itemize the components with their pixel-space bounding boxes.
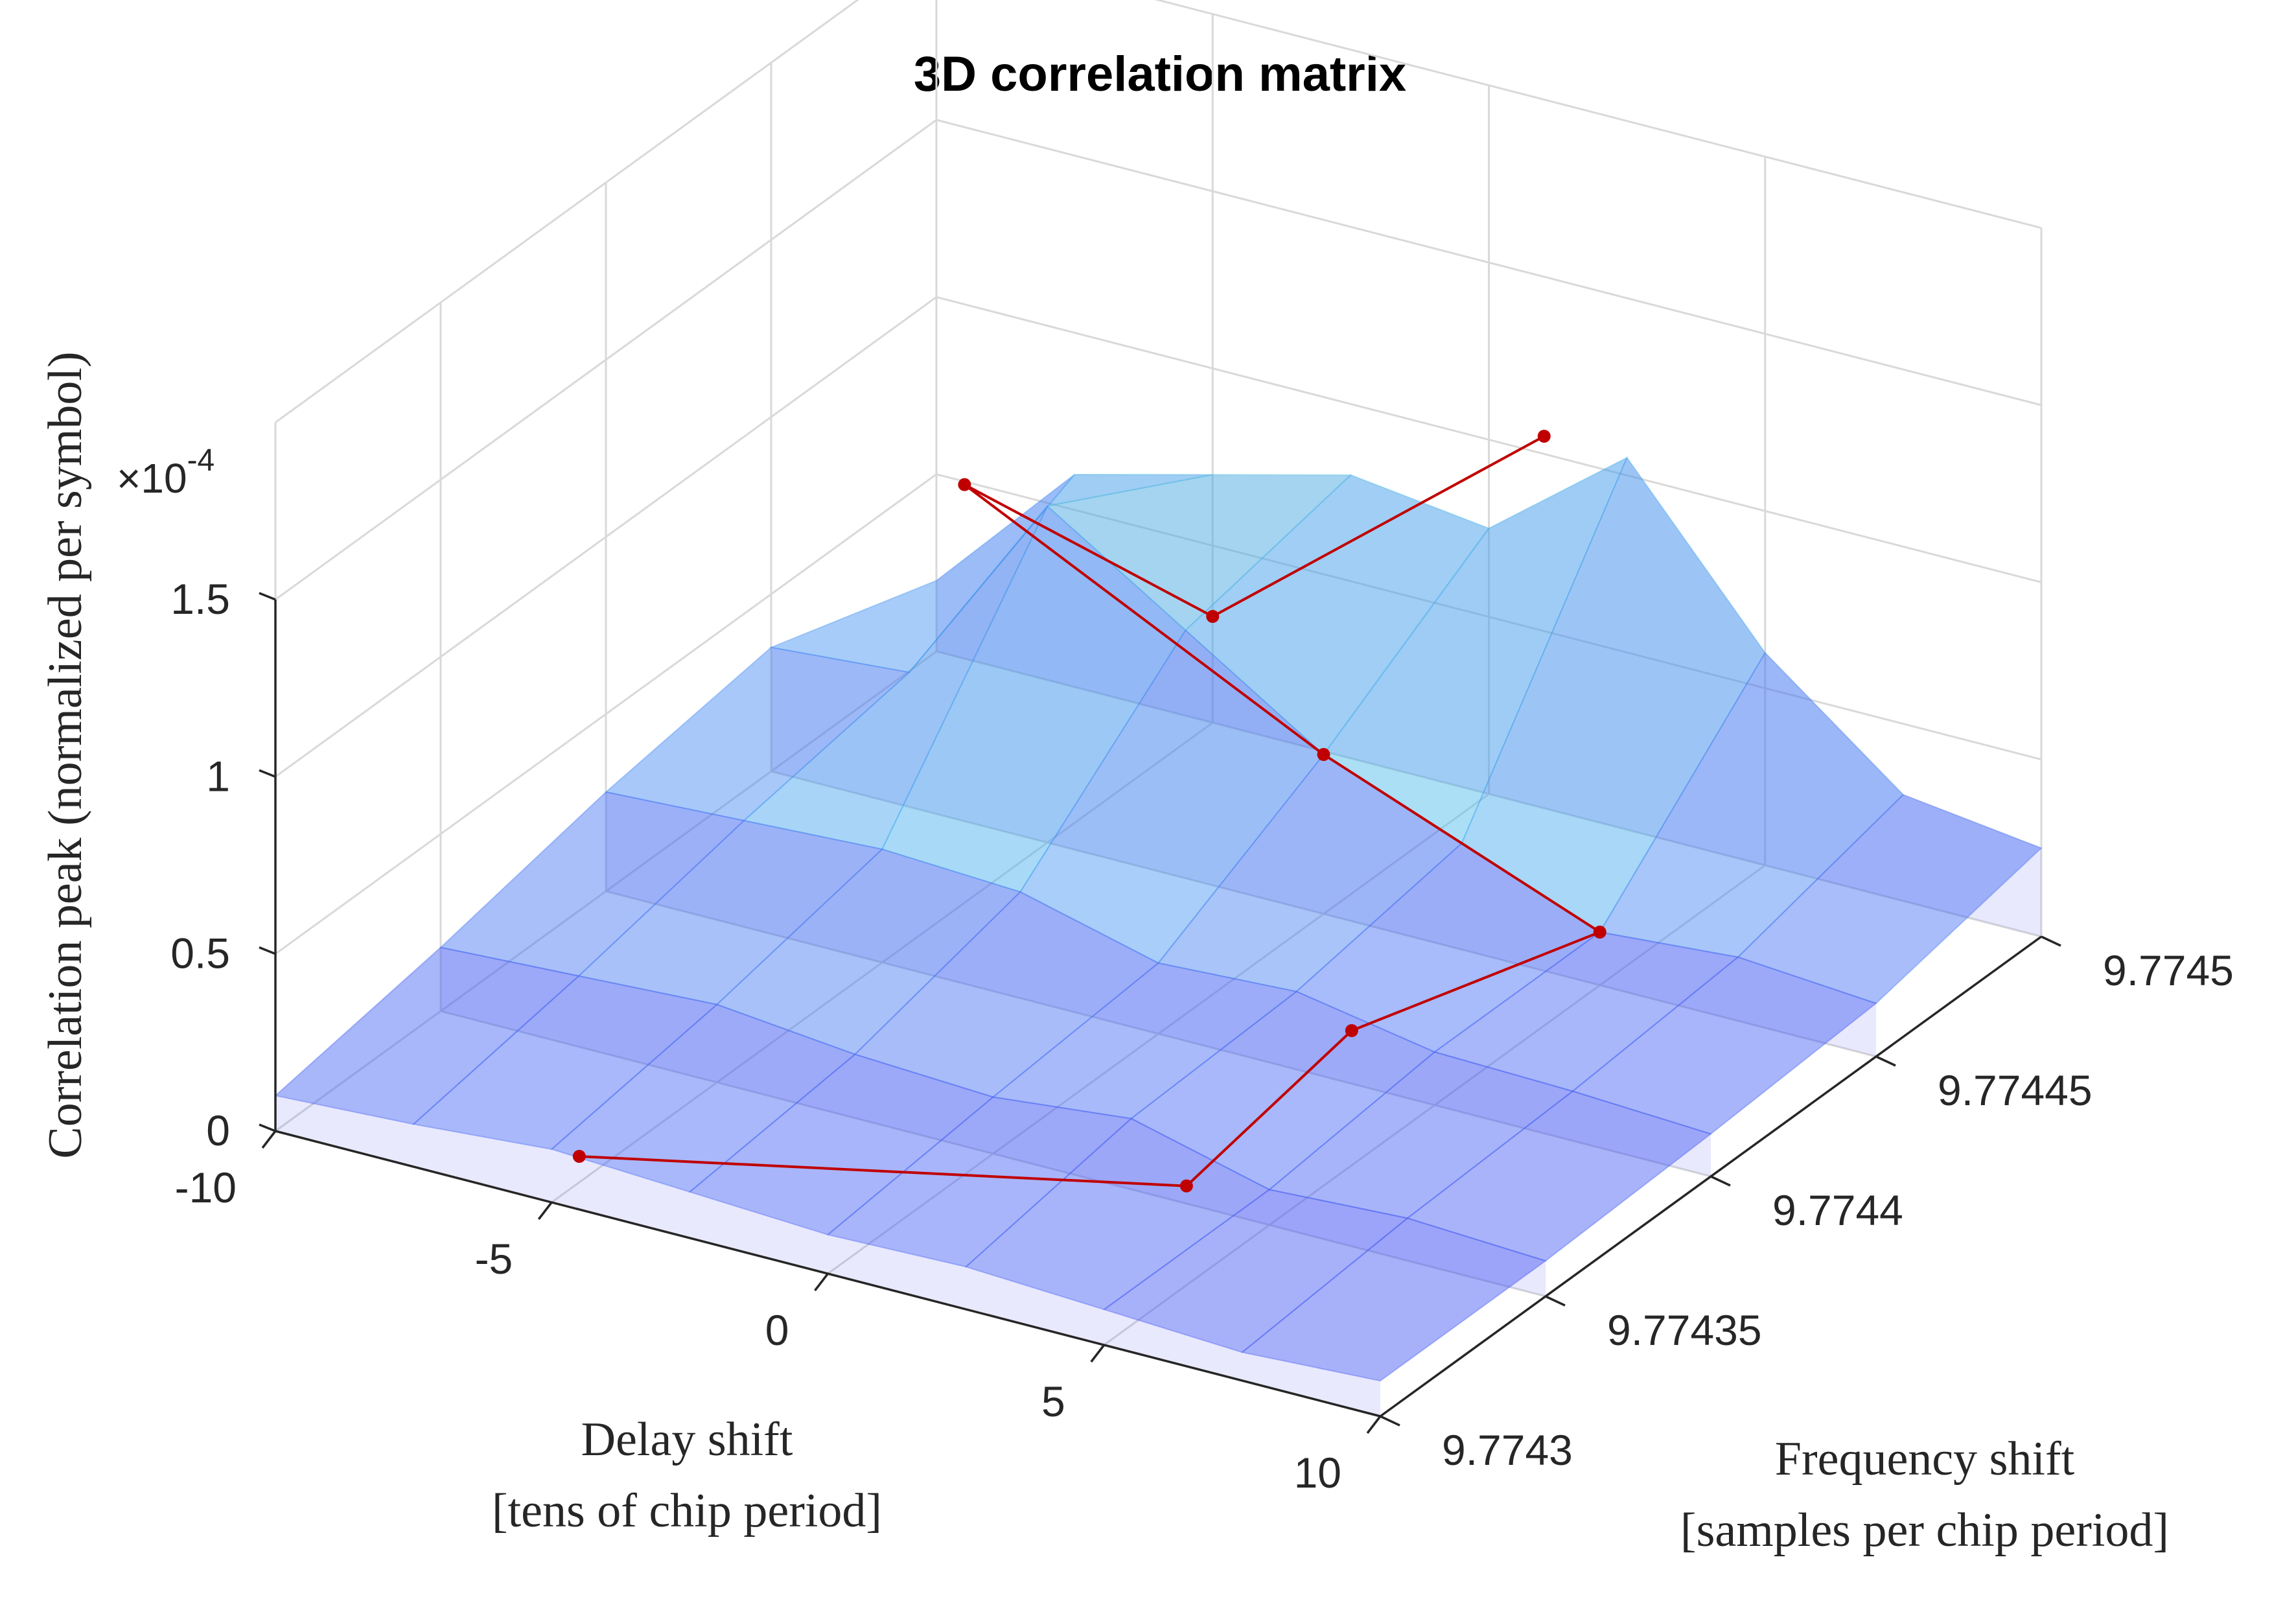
x-tick-0 (261, 1130, 277, 1149)
z-tick-2 (259, 769, 276, 778)
peak-point-1 (1179, 1179, 1193, 1193)
y-tick-1 (1545, 1295, 1566, 1307)
surface-patch-2-5 (1130, 990, 1436, 1191)
surface-patch-2-2 (715, 848, 1022, 1055)
surface-layer-4 (936, 458, 2041, 937)
surface-patch-2-6 (1268, 1051, 1575, 1219)
peak-point-4 (1317, 748, 1330, 761)
z-tick-3 (259, 592, 276, 601)
surface-patch-1-6 (1433, 931, 1740, 1092)
z-tick-1 (259, 946, 276, 955)
surface-patch-2-4 (991, 962, 1298, 1119)
z-tick-label-0: 0 (206, 1106, 230, 1154)
surface-patch-3-5 (964, 1117, 1271, 1311)
x-tick-label-0: -10 (175, 1163, 237, 1211)
surface-patch-1-2 (881, 505, 1187, 893)
surface-layers (273, 456, 2043, 1416)
grid-line-floor-y-3 (771, 770, 1877, 1058)
surface-patch-2-3 (853, 891, 1160, 1098)
surface-patch-3-3 (688, 1053, 995, 1236)
peak-point-3 (1593, 926, 1606, 939)
grid-line-zwall1-3 (936, 119, 2042, 406)
y-axis-label-line2: [samples per chip period] (1680, 1504, 2169, 1557)
surface-patch-1-3 (1019, 629, 1325, 964)
grid-line-zwall1-4 (1154, 0, 2042, 229)
surface-patch-1-7 (1571, 956, 1878, 1135)
x-tick-1 (537, 1201, 553, 1221)
x-tick-label-3: 5 (1041, 1377, 1065, 1425)
surface-layer-2 (606, 791, 1711, 1176)
surface-layer-0 (275, 1095, 1380, 1416)
peak-point-2 (1345, 1024, 1358, 1037)
y-tick-label-0: 9.7743 (1442, 1426, 1573, 1474)
grid-line-floor-y-2 (605, 890, 1711, 1178)
surface-patch-3-4 (826, 1096, 1133, 1268)
grid-line-zwall1-1 (936, 473, 2042, 761)
axes-lines (259, 592, 2061, 1434)
z-exponent-prefix: ×10 (117, 455, 187, 502)
z-exponent-power: -4 (187, 443, 215, 478)
grid-line-floor-y-1 (440, 1010, 1546, 1298)
grid-line-zwall2-3 (275, 119, 937, 601)
grid-line-zwall2-2 (275, 296, 937, 778)
surface-layer-1 (441, 947, 1546, 1296)
y-tick-2 (1710, 1175, 1731, 1187)
x-tick-4 (1366, 1415, 1382, 1434)
surface-patch-0-7 (1737, 793, 2043, 1005)
y-tick-4 (2041, 935, 2061, 947)
axes-grid (274, 0, 2043, 1418)
peak-point-5 (958, 478, 971, 491)
y-tick-label-1: 9.77435 (1607, 1306, 1762, 1354)
peak-point-0 (572, 1150, 586, 1163)
peak-path-line (579, 435, 1603, 1187)
surface-patch-2-1 (577, 819, 884, 1005)
peak-point-7 (1537, 430, 1551, 443)
y-tick-0 (1380, 1415, 1400, 1427)
z-tick-label-1: 0.5 (170, 929, 230, 977)
x-tick-2 (814, 1272, 829, 1292)
z-axis-label: Correlation peak (normalized per symbol) (39, 351, 92, 1158)
x-tick-label-2: 0 (765, 1306, 789, 1354)
grid-line-zwall2-1 (275, 473, 937, 955)
grid-line-floor-y-4 (936, 650, 2042, 938)
y-axis-label-line1: Frequency shift (1775, 1432, 2075, 1486)
y-tick-label-4: 9.7745 (2103, 946, 2234, 994)
peak-path-group (572, 430, 1606, 1193)
surface-patch-0-0 (769, 474, 1075, 673)
y-tick-label-3: 9.77445 (1938, 1066, 2093, 1114)
z-tick-0 (259, 1123, 276, 1132)
surface-patch-0-6 (1599, 651, 1905, 958)
x-tick-label-4: 10 (1294, 1449, 1341, 1497)
surface-patch-0-1 (909, 473, 1213, 673)
z-exponent-label: ×10-4 (117, 443, 215, 502)
surface-patch-3-6 (1102, 1189, 1409, 1353)
z-tick-label-2: 1 (206, 752, 230, 800)
x-axis-label-line1: Delay shift (581, 1413, 793, 1466)
x-tick-3 (1090, 1344, 1106, 1363)
z-tick-label-3: 1.5 (170, 575, 230, 623)
y-tick-3 (1875, 1055, 1896, 1067)
surface-patch-0-2 (1046, 474, 1352, 631)
chart-title: 3D correlation matrix (914, 47, 1406, 102)
surface-patch-2-0 (439, 791, 746, 977)
surface-patch-1-0 (604, 646, 911, 822)
x-tick-label-1: -5 (475, 1235, 513, 1283)
surface-patch-1-1 (742, 506, 1049, 850)
surface-patch-3-7 (1240, 1217, 1548, 1382)
grid-line-zwall2-4 (275, 0, 859, 423)
x-axis-label-line2: [tens of chip period] (492, 1484, 882, 1537)
grid-line-zwall1-2 (936, 296, 2042, 583)
surface-patch-2-7 (1406, 1090, 1713, 1262)
surface-layer-3 (771, 506, 1876, 1057)
y-tick-label-2: 9.7744 (1772, 1186, 1903, 1234)
surface-patch-3-1 (412, 975, 719, 1151)
surface-patch-3-0 (273, 946, 581, 1125)
peak-point-6 (1206, 610, 1220, 623)
surface-patch-3-2 (550, 1003, 857, 1193)
